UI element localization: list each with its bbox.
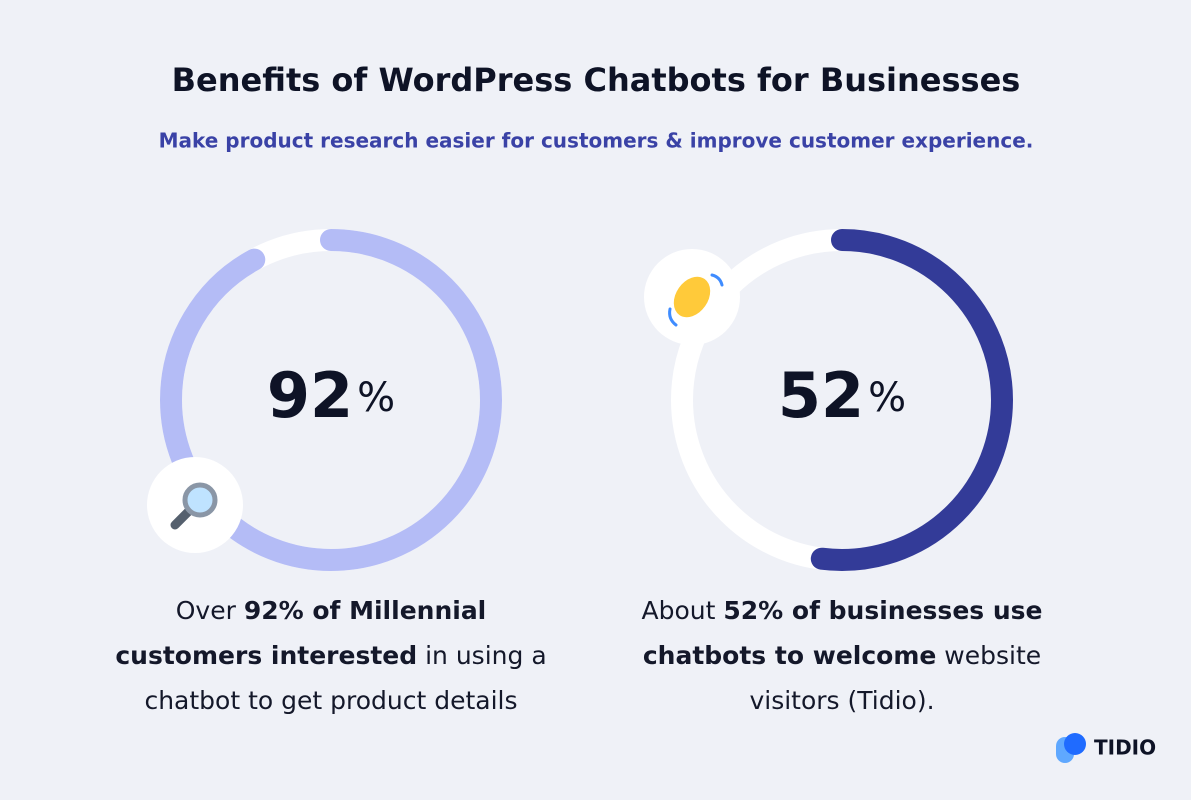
caption-text: 52% of businesses use chatbots to welcom… [642,596,1043,670]
caption: About 52% of businesses use chatbots to … [612,588,1072,723]
brand: TIDIO [1094,736,1156,760]
stat-unit: % [868,375,906,421]
icon [668,273,724,327]
icon [170,506,194,530]
stat-number: 92 [267,359,353,432]
stat-value: 92% [267,359,395,432]
caption-text: 92% of Millennial customers interested [115,596,487,670]
stat-number: 52 [778,359,864,432]
stat-unit: % [357,375,395,421]
logo-mark [1064,733,1086,755]
caption-text: Over [175,596,244,625]
caption-text: About [641,596,724,625]
subtitle: Make product research easier for custome… [159,129,1034,153]
stat-value: 52% [778,359,906,432]
caption-text: website visitors (Tidio). [749,641,1042,715]
caption-text: in using a chatbot to get product detail… [144,641,547,715]
title: Benefits of WordPress Chatbots for Busin… [172,61,1021,99]
icon [182,482,218,518]
caption: Over 92% of Millennial customers interes… [101,588,561,723]
icon [673,276,711,318]
ring-arc [160,229,502,571]
logo: TIDIO [1056,733,1156,763]
ring-arc [671,229,1013,571]
